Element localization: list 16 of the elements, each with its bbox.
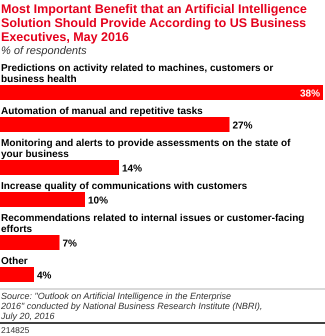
source-note: Source: "Outlook on Artificial Intelligence in the Enterprise 2016" conducted by National Business Research Institute (NBRI), July 20, 2016 bbox=[0, 291, 262, 321]
data-label: 10% bbox=[88, 196, 108, 206]
data-label: 38% bbox=[300, 88, 320, 100]
y-tick-label: Increase quality of communications with customers bbox=[1, 181, 248, 192]
y-tick-label: Predictions on activity related to machines, customers or business health bbox=[1, 63, 274, 85]
text: 214825 bbox=[1, 325, 30, 335]
data-label: 14% bbox=[122, 164, 142, 174]
y-tick-label: Monitoring and alerts to provide assessments on the state of your business bbox=[1, 138, 292, 160]
y-tick-label: Automation of manual and repetitive tasks bbox=[1, 106, 204, 117]
chart-title: Most Important Benefit that an Artificial Intelligence Solution Should Provide According to US Business Executives, May 2016 bbox=[1, 2, 307, 44]
y-tick-label: Other bbox=[1, 256, 28, 267]
data-label: 7% bbox=[62, 238, 78, 250]
y-tick-label: Recommendations related to internal issues or customer-facing efforts bbox=[1, 213, 304, 235]
data-label: 4% bbox=[37, 270, 52, 282]
chart-subtitle: % of respondents bbox=[1, 45, 88, 57]
data-label: 27% bbox=[232, 120, 253, 132]
